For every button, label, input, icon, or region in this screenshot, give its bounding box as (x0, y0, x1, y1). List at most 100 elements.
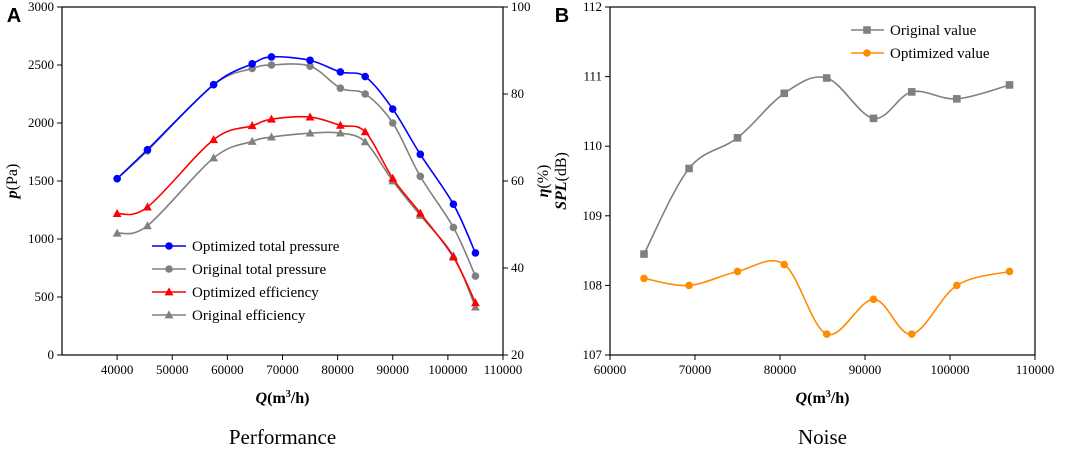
data-point (248, 60, 256, 68)
data-point (112, 209, 122, 218)
x-tick-label-b: 70000 (679, 362, 712, 377)
data-point (143, 145, 152, 154)
y-tick-label-b: 107 (583, 347, 603, 362)
x-tick-label-b: 80000 (764, 362, 797, 377)
data-point (336, 84, 345, 92)
legend-marker (164, 310, 174, 319)
data-point (471, 249, 480, 257)
legend-label: Optimized efficiency (192, 285, 319, 301)
legend-marker (165, 242, 173, 250)
x-tick-label-b: 90000 (849, 362, 882, 377)
data-point (685, 281, 693, 290)
legend-marker (165, 265, 173, 273)
caption-b: Noise (798, 425, 847, 449)
data-point (267, 61, 276, 69)
x-tick-label-b: 100000 (931, 362, 970, 377)
x-tick-label-b: 60000 (594, 362, 627, 377)
y-tick-label-b: 109 (583, 208, 603, 223)
series-b-0 (640, 74, 1014, 258)
x-axis-label-a: Q(m3/h) (256, 389, 310, 407)
data-point (471, 298, 480, 307)
x-tick-label-a: 100000 (428, 362, 467, 377)
data-point (247, 136, 257, 145)
data-point (305, 112, 315, 121)
y-tick-label-b: 112 (583, 0, 602, 14)
y-left-tick-label-a: 1500 (28, 173, 54, 188)
x-tick-label-a: 70000 (266, 362, 299, 377)
data-point (143, 202, 152, 211)
y-right-axis-label-a: η(%) (535, 165, 552, 198)
data-point (209, 135, 218, 144)
series-a-2 (112, 112, 480, 307)
legend-a: Optimized total pressure Original total p… (152, 239, 340, 324)
y-tick-label-b: 110 (583, 138, 602, 153)
data-point (112, 228, 122, 237)
data-point (869, 114, 878, 123)
data-point (247, 121, 257, 130)
legend-label: Optimized total pressure (192, 239, 340, 255)
x-tick-label-a: 110000 (484, 362, 523, 377)
data-point (685, 164, 693, 173)
series-line (643, 259, 1010, 336)
data-point (1005, 267, 1014, 276)
y-right-tick-label-a: 100 (511, 0, 531, 14)
data-point (471, 272, 480, 280)
x-tick-label-a: 60000 (211, 362, 244, 377)
data-point (361, 90, 369, 98)
data-point (822, 74, 831, 82)
y-left-tick-label-a: 0 (48, 347, 55, 362)
data-point (388, 173, 398, 182)
y-tick-label-b: 111 (583, 69, 602, 84)
legend-b: Original value Optimized value (851, 23, 990, 62)
legend-label: Original total pressure (192, 262, 326, 278)
panel-label-b: B (555, 5, 569, 27)
data-point (907, 330, 916, 338)
series-a-0 (113, 53, 480, 257)
data-point (360, 127, 370, 136)
panel-label-a: A (7, 5, 21, 27)
y-tick-label-b: 108 (583, 277, 603, 292)
data-point (306, 56, 314, 65)
data-point (822, 330, 831, 338)
legend-label: Original value (890, 23, 977, 39)
y-left-tick-label-a: 1000 (28, 231, 54, 246)
panel-a: A 40000 50000 60000 70000 80000 90000 100000 110… (4, 0, 552, 449)
data-point (267, 53, 276, 61)
series-b-1 (640, 259, 1014, 338)
x-tick-label-a: 90000 (377, 362, 410, 377)
series-line (116, 131, 477, 308)
data-point (306, 62, 314, 70)
legend-label: Original efficiency (192, 308, 306, 324)
data-point (305, 128, 315, 137)
x-axis-label-b: Q(m3/h) (796, 389, 850, 407)
data-point (953, 281, 961, 290)
y-left-tick-label-a: 2000 (28, 115, 54, 130)
y-right-tick-label-a: 60 (511, 173, 524, 188)
data-point (336, 68, 345, 76)
x-tick-label-a: 80000 (321, 362, 354, 377)
data-point (416, 150, 425, 159)
data-point (907, 88, 916, 96)
data-point (209, 80, 218, 89)
data-point (953, 95, 961, 103)
data-point (415, 208, 425, 217)
data-point (640, 274, 648, 283)
y-right-tick-label-a: 40 (511, 260, 524, 275)
data-point (267, 132, 276, 141)
y-left-axis-label-a: p(Pa) (4, 164, 21, 201)
data-point (335, 128, 345, 137)
data-point (448, 252, 458, 261)
data-point (209, 153, 218, 162)
plot-frame-b (609, 6, 1036, 356)
data-point (113, 174, 121, 183)
x-tick-label-a: 50000 (156, 362, 189, 377)
y-right-tick-label-a: 20 (511, 347, 524, 362)
data-point (449, 223, 458, 232)
series-a-3 (112, 128, 480, 311)
data-point (733, 267, 742, 276)
data-point (1005, 81, 1014, 89)
plot-frame-a (61, 6, 504, 356)
x-tick-label-a: 40000 (101, 362, 134, 377)
data-point (869, 295, 878, 304)
